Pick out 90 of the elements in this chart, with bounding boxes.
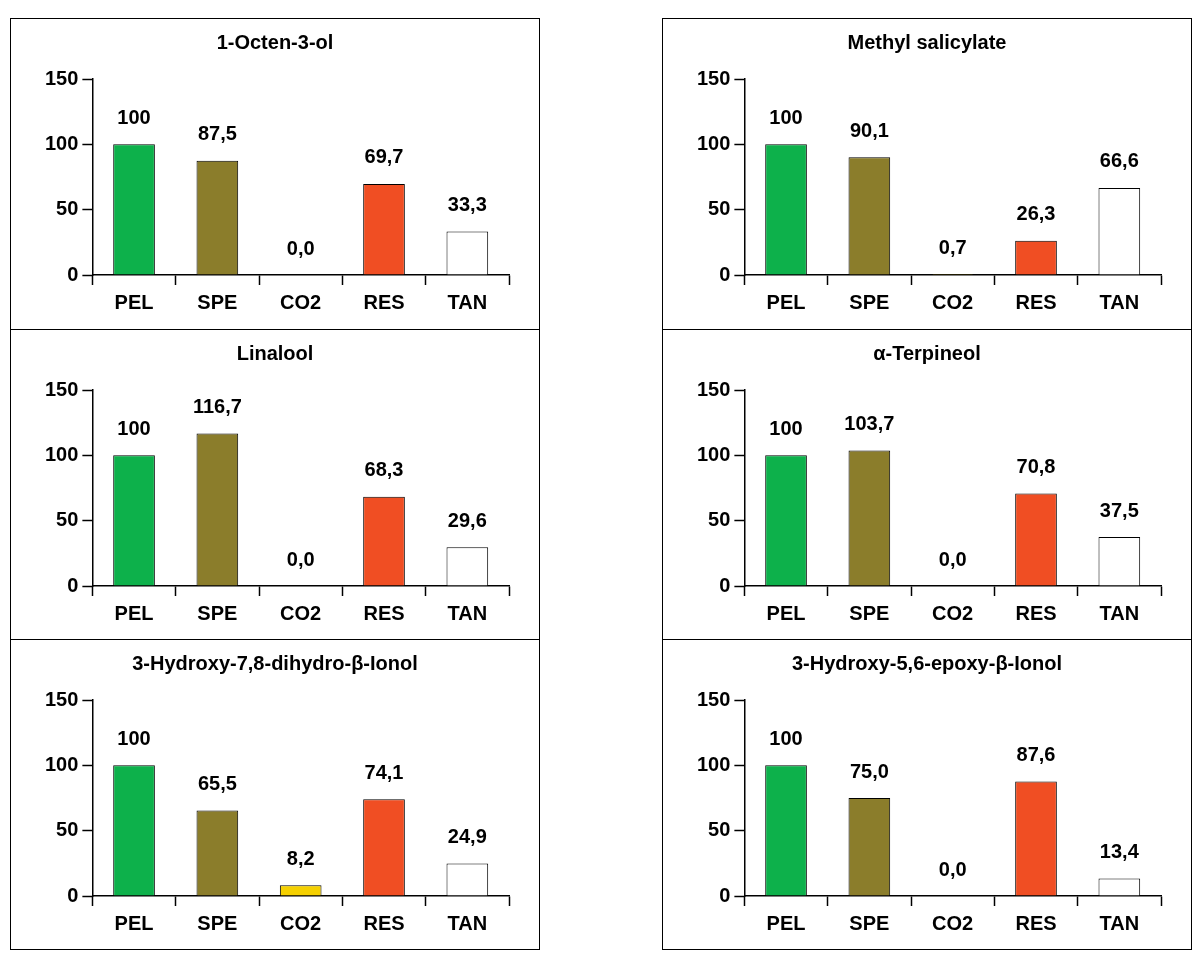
y-tick-label: 100 xyxy=(44,442,79,465)
x-tick-label: TAN xyxy=(447,601,488,624)
y-tick-label: 0 xyxy=(67,262,79,285)
data-label: 29,6 xyxy=(447,508,487,531)
y-tick-label: 150 xyxy=(44,377,79,400)
y-tick-label: 50 xyxy=(56,197,79,220)
x-tick-label: SPE xyxy=(849,911,890,934)
y-tick-label: 50 xyxy=(56,818,79,841)
x-tick-label: RES xyxy=(1015,601,1057,624)
data-label: 100 xyxy=(117,726,151,749)
x-tick-label: CO2 xyxy=(280,601,322,624)
y-tick-label: 50 xyxy=(708,818,731,841)
x-tick-label: PEL xyxy=(114,911,154,934)
x-tick-label: RES xyxy=(363,601,405,624)
y-tick-label: 100 xyxy=(44,752,79,775)
data-label: 100 xyxy=(769,105,803,128)
x-tick-label: RES xyxy=(1015,911,1057,934)
x-tick-label: SPE xyxy=(849,601,890,624)
x-tick-label: SPE xyxy=(197,911,238,934)
data-label: 100 xyxy=(117,105,151,128)
chart-title: 3-Hydroxy-7,8-dihydro-β-Ionol xyxy=(132,651,418,674)
data-label: 0,0 xyxy=(938,547,967,570)
data-label: 90,1 xyxy=(849,118,889,141)
y-tick-label: 150 xyxy=(696,66,731,89)
data-label: 66,6 xyxy=(1099,149,1139,172)
x-tick-label: TAN xyxy=(447,911,488,934)
x-tick-label: CO2 xyxy=(932,290,974,313)
y-tick-label: 50 xyxy=(708,197,731,220)
x-tick-label: SPE xyxy=(197,290,238,313)
x-tick-label: PEL xyxy=(114,290,154,313)
x-tick-label: CO2 xyxy=(280,290,322,313)
x-tick-label: TAN xyxy=(447,290,488,313)
y-tick-label: 50 xyxy=(708,508,731,531)
chart-title: Linalool xyxy=(236,341,314,364)
data-label: 26,3 xyxy=(1016,202,1056,225)
data-label: 74,1 xyxy=(364,760,404,783)
x-tick-label: PEL xyxy=(766,290,806,313)
y-tick-label: 150 xyxy=(696,377,731,400)
data-label: 87,5 xyxy=(197,122,237,145)
data-label: 33,3 xyxy=(447,193,487,215)
data-label: 100 xyxy=(117,416,151,439)
data-label: 100 xyxy=(769,416,803,439)
x-tick-label: CO2 xyxy=(932,601,974,624)
y-tick-label: 100 xyxy=(696,131,731,154)
y-tick-label: 150 xyxy=(696,687,731,710)
x-tick-label: TAN xyxy=(1099,290,1140,313)
chart-title: 3-Hydroxy-5,6-epoxy-β-Ionol xyxy=(791,651,1063,674)
data-label: 68,3 xyxy=(364,458,404,481)
y-tick-label: 0 xyxy=(67,573,79,596)
y-tick-label: 100 xyxy=(696,752,731,775)
data-label: 103,7 xyxy=(844,412,895,435)
data-label: 75,0 xyxy=(849,759,889,782)
y-tick-label: 100 xyxy=(44,131,79,154)
data-label: 0,0 xyxy=(938,857,967,880)
data-label: 0,0 xyxy=(286,547,315,570)
data-label: 65,5 xyxy=(197,771,237,794)
x-tick-label: SPE xyxy=(197,601,238,624)
data-label: 37,5 xyxy=(1099,498,1139,521)
data-label: 69,7 xyxy=(364,145,404,168)
data-label: 0,0 xyxy=(286,236,315,259)
x-tick-label: CO2 xyxy=(280,911,322,934)
y-tick-label: 100 xyxy=(696,442,731,465)
x-tick-label: PEL xyxy=(766,601,806,624)
x-tick-label: CO2 xyxy=(932,911,974,934)
y-tick-label: 150 xyxy=(44,66,79,89)
data-label: 8,2 xyxy=(286,846,315,869)
y-tick-label: 0 xyxy=(67,883,79,906)
y-tick-label: 0 xyxy=(719,573,731,596)
data-label: 87,6 xyxy=(1016,743,1056,766)
x-tick-label: PEL xyxy=(114,601,154,624)
chart-title: Methyl salicylate xyxy=(847,30,1007,53)
x-tick-label: RES xyxy=(1015,290,1057,313)
x-tick-label: SPE xyxy=(849,290,890,313)
y-tick-label: 50 xyxy=(56,508,79,531)
data-label: 24,9 xyxy=(447,824,487,847)
y-tick-label: 150 xyxy=(44,687,79,710)
chart-title: α-Terpineol xyxy=(873,341,981,364)
y-tick-label: 0 xyxy=(719,262,731,285)
x-tick-label: RES xyxy=(363,290,405,313)
y-tick-label: 0 xyxy=(719,883,731,906)
x-tick-label: TAN xyxy=(1099,601,1140,624)
x-tick-label: PEL xyxy=(766,911,806,934)
chart-title: 1-Octen-3-ol xyxy=(216,30,334,53)
x-tick-label: RES xyxy=(363,911,405,934)
data-label: 116,7 xyxy=(192,395,242,418)
data-label: 0,7 xyxy=(938,235,967,258)
x-tick-label: TAN xyxy=(1099,911,1140,934)
data-label: 13,4 xyxy=(1099,840,1140,863)
data-label: 70,8 xyxy=(1016,455,1056,477)
data-label: 100 xyxy=(769,726,803,749)
